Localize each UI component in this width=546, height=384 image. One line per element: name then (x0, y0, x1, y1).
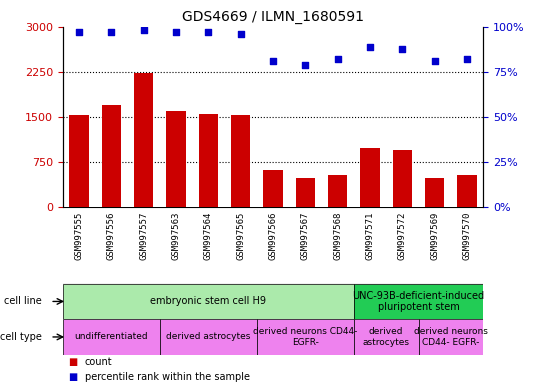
Bar (354, 284, 483, 319)
Point (398, 45, 407, 51)
Bar (425, 178, 444, 207)
Text: ■: ■ (68, 358, 78, 367)
Text: ■: ■ (68, 372, 78, 382)
Point (366, 44, 375, 50)
Point (107, 29, 116, 35)
Text: percentile rank within the sample: percentile rank within the sample (85, 372, 250, 382)
Text: GSM997570: GSM997570 (462, 211, 472, 260)
Point (236, 31, 245, 37)
Point (301, 62, 310, 68)
Text: count: count (85, 358, 112, 367)
Point (269, 58, 277, 64)
Point (171, 29, 180, 35)
Bar (295, 179, 315, 207)
Text: GSM997571: GSM997571 (365, 211, 375, 260)
Bar (167, 111, 186, 207)
Text: GSM997572: GSM997572 (398, 211, 407, 260)
Bar (63, 284, 354, 319)
Bar (257, 319, 354, 355)
Point (430, 58, 439, 64)
Point (139, 27, 148, 33)
Bar (360, 148, 379, 207)
Bar (134, 73, 153, 207)
Bar (354, 319, 419, 355)
Text: GSM997556: GSM997556 (107, 211, 116, 260)
Text: embryonic stem cell H9: embryonic stem cell H9 (150, 296, 266, 306)
Point (333, 56, 342, 63)
Bar (328, 175, 347, 207)
Text: derived neurons
CD44- EGFR-: derived neurons CD44- EGFR- (414, 327, 488, 347)
Text: cell type: cell type (0, 332, 42, 342)
Text: undifferentiated: undifferentiated (74, 333, 148, 341)
Bar (231, 115, 251, 207)
Bar (160, 319, 257, 355)
Text: GSM997563: GSM997563 (171, 211, 181, 260)
Bar (393, 150, 412, 207)
Text: UNC-93B-deficient-induced
pluripotent stem: UNC-93B-deficient-induced pluripotent st… (353, 291, 485, 312)
Bar (102, 105, 121, 207)
Text: GSM997557: GSM997557 (139, 211, 148, 260)
Bar (419, 319, 483, 355)
Text: derived
astrocytes: derived astrocytes (363, 327, 410, 347)
Point (75, 29, 84, 35)
Bar (63, 319, 160, 355)
Point (204, 29, 213, 35)
Bar (199, 114, 218, 207)
Text: GSM997555: GSM997555 (74, 211, 84, 260)
Text: GSM997568: GSM997568 (333, 211, 342, 260)
Text: GSM997564: GSM997564 (204, 211, 213, 260)
Text: GSM997566: GSM997566 (269, 211, 277, 260)
Bar (263, 170, 283, 207)
Bar (69, 115, 88, 207)
Text: cell line: cell line (4, 296, 42, 306)
Text: derived neurons CD44-
EGFR-: derived neurons CD44- EGFR- (253, 327, 358, 347)
Bar (458, 175, 477, 207)
Text: GSM997565: GSM997565 (236, 211, 245, 260)
Text: GSM997569: GSM997569 (430, 211, 439, 260)
Title: GDS4669 / ILMN_1680591: GDS4669 / ILMN_1680591 (182, 10, 364, 25)
Point (462, 56, 471, 63)
Text: GSM997567: GSM997567 (301, 211, 310, 260)
Text: derived astrocytes: derived astrocytes (166, 333, 251, 341)
